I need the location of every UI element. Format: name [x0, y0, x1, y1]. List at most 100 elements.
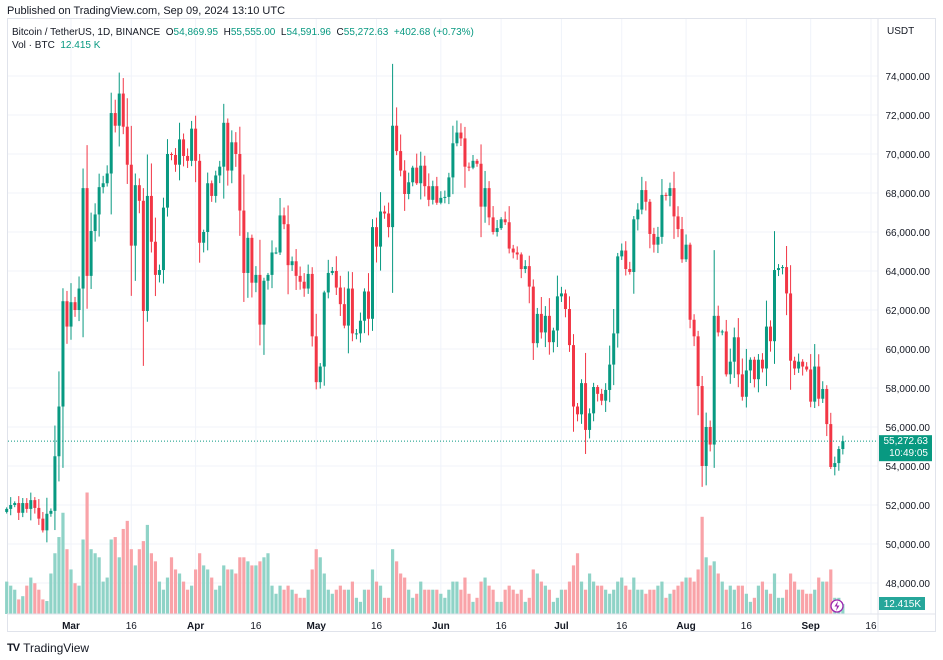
- last-price-badge: [879, 435, 932, 462]
- candle-body: [17, 503, 21, 513]
- candle-body: [290, 261, 294, 266]
- candle-body: [346, 288, 350, 326]
- candle-body: [752, 359, 756, 380]
- volume-bar: [503, 589, 507, 614]
- candle-body: [379, 211, 383, 247]
- x-tick-label: 16: [250, 621, 262, 632]
- candle-body: [242, 210, 246, 273]
- volume-bar: [463, 577, 467, 614]
- volume-bar: [330, 593, 334, 614]
- volume-bar: [362, 589, 367, 614]
- volume-bar: [801, 589, 805, 614]
- last-price-label: 55,272.63: [884, 436, 929, 447]
- volume-bar: [583, 589, 588, 614]
- x-tick-label: Apr: [187, 621, 204, 632]
- candle-body: [455, 132, 459, 144]
- volume-bar: [688, 577, 692, 614]
- volume-bar: [226, 569, 230, 614]
- candle-body: [278, 215, 282, 253]
- volume-bar: [664, 597, 668, 614]
- candle-body: [764, 326, 768, 369]
- currency-label[interactable]: USDT: [887, 26, 915, 37]
- candle-body: [395, 125, 399, 152]
- volume-bar: [704, 557, 708, 614]
- candle-body: [531, 286, 535, 344]
- volume-bar: [491, 589, 495, 614]
- y-tick-label: 66,000.00: [886, 228, 931, 239]
- volume-bar: [210, 577, 214, 614]
- volume-bar: [608, 593, 612, 614]
- volume-bar: [17, 599, 21, 614]
- volume-bar: [194, 569, 198, 614]
- volume-bar: [342, 589, 346, 614]
- volume-bar: [644, 593, 648, 614]
- volume-bar: [37, 589, 41, 614]
- volume-bar: [206, 569, 210, 614]
- volume-bar: [656, 585, 660, 614]
- candle-body: [439, 197, 443, 203]
- candle-body: [310, 273, 314, 337]
- candle-body: [109, 113, 113, 174]
- candle-body: [608, 364, 612, 390]
- volume-bar: [173, 569, 178, 614]
- candle-body: [387, 213, 391, 228]
- candle-body: [165, 154, 169, 208]
- volume-bar: [467, 593, 471, 614]
- volume-bar: [692, 581, 696, 614]
- volume-bar: [89, 549, 93, 614]
- candle-body: [515, 252, 519, 255]
- volume-bar: [579, 581, 584, 614]
- candle-body: [463, 138, 467, 167]
- volume-bar: [439, 593, 443, 614]
- candle-body: [793, 360, 797, 369]
- candle-body: [813, 366, 817, 402]
- volume-bar: [101, 581, 105, 614]
- volume-bar: [825, 581, 829, 614]
- volume-bar: [395, 561, 399, 614]
- volume-bar: [696, 569, 700, 614]
- volume-bar: [483, 577, 487, 614]
- open-label: O: [165, 27, 174, 38]
- candle-body: [543, 315, 547, 333]
- volume-bar: [266, 553, 270, 614]
- volume-bar: [571, 565, 576, 614]
- volume-bar: [443, 597, 447, 614]
- volume-bar: [137, 549, 141, 614]
- volume-bar: [65, 549, 69, 614]
- volume-bar: [350, 581, 354, 614]
- volume-bar: [117, 557, 121, 614]
- candle-body: [270, 252, 274, 275]
- volume-bar: [756, 585, 761, 614]
- volume-bar: [45, 601, 49, 614]
- candle-body: [182, 139, 186, 156]
- volume-bar: [519, 589, 523, 614]
- volume-bar: [310, 569, 314, 614]
- lightning-bolt-icon: [834, 601, 840, 611]
- candle-body: [451, 143, 455, 178]
- volume-bar: [547, 589, 551, 614]
- candle-body: [797, 361, 801, 369]
- volume-bar: [648, 589, 652, 614]
- x-tick-label: 16: [865, 621, 877, 632]
- candle-body: [495, 228, 499, 232]
- candle-body: [744, 370, 748, 397]
- x-tick-label: 16: [616, 621, 628, 632]
- y-tick-label: 50,000.00: [886, 540, 931, 551]
- y-tick-label: 70,000.00: [886, 150, 931, 161]
- y-tick-label: 56,000.00: [886, 423, 931, 434]
- candle-body: [841, 441, 845, 450]
- volume-bar: [616, 581, 620, 614]
- symbol-name[interactable]: Bitcoin / TetherUS, 1D, BINANCE: [12, 27, 161, 38]
- volume-bar: [523, 601, 527, 614]
- candle-body: [419, 165, 423, 184]
- candle-body: [318, 366, 322, 383]
- candle-body: [676, 216, 680, 230]
- volume-bar: [234, 573, 238, 614]
- candle-body: [748, 359, 752, 371]
- volume-bar: [660, 581, 664, 614]
- volume-bar: [270, 585, 274, 614]
- candle-body: [684, 244, 688, 260]
- volume-label[interactable]: Vol · BTC: [12, 40, 55, 51]
- volume-bar: [354, 597, 359, 614]
